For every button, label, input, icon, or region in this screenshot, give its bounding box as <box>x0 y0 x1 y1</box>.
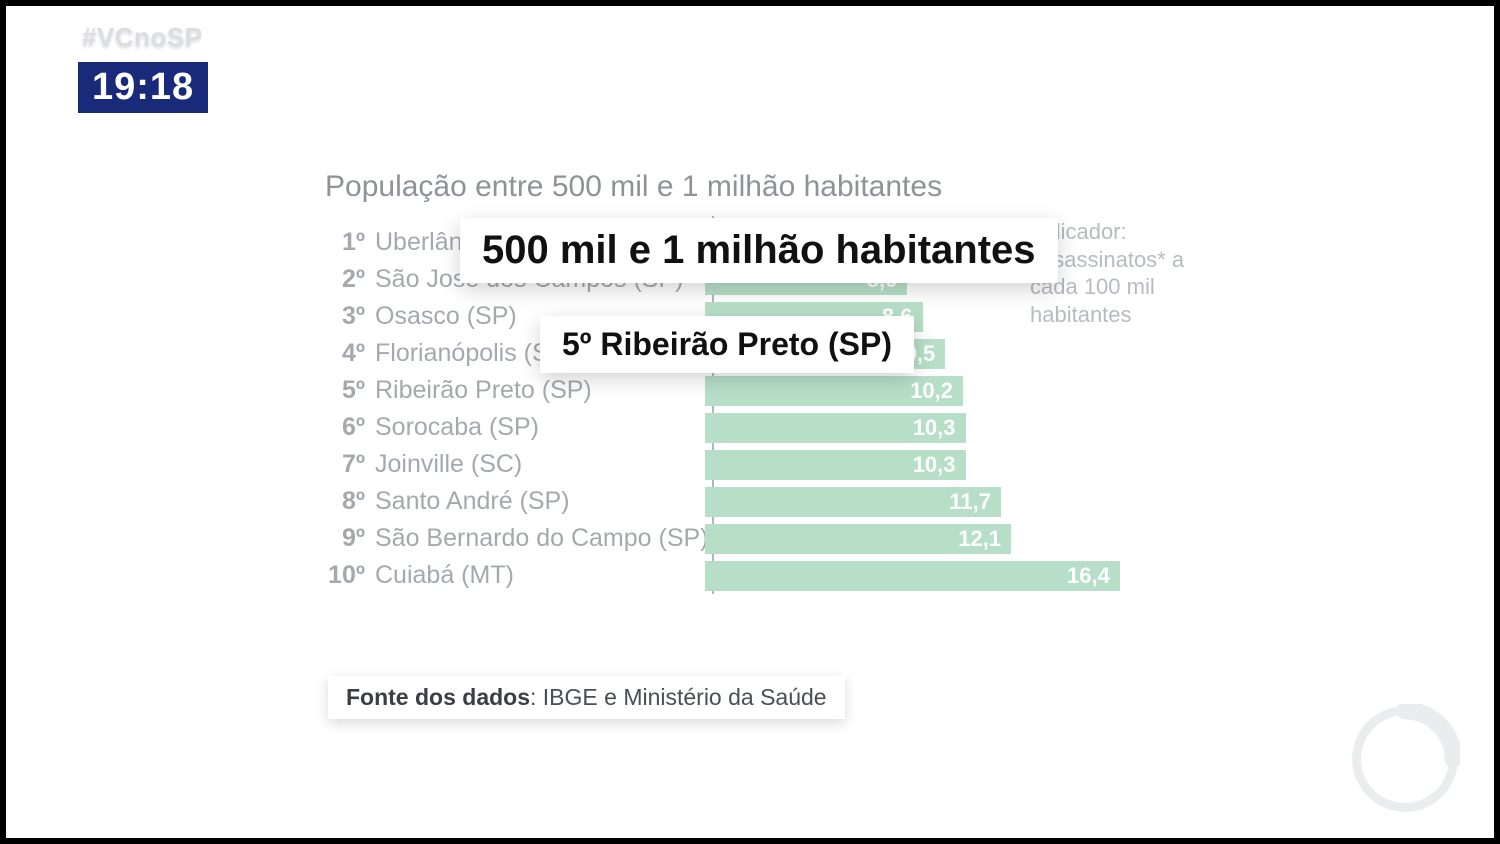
rank-label: 5º <box>325 376 369 405</box>
bar: 11,7 <box>705 487 1001 517</box>
chart-row: 6ºSorocaba (SP)10,3 <box>325 409 1225 446</box>
city-label: Sorocaba (SP) <box>369 413 705 442</box>
rank-label: 4º <box>325 339 369 368</box>
rank-label: 8º <box>325 487 369 516</box>
rank-label: 7º <box>325 450 369 479</box>
chart-title: População entre 500 mil e 1 milhão habit… <box>325 170 1225 204</box>
bar-zone: 12,1 <box>705 524 1135 554</box>
source-label: Fonte dos dados <box>346 684 530 710</box>
network-logo-icon <box>1350 704 1460 814</box>
city-label: São Bernardo do Campo (SP) <box>369 524 705 553</box>
bar-zone: 10,2 <box>705 376 1135 406</box>
chart-row: 10ºCuiabá (MT)16,4 <box>325 557 1225 594</box>
source-box: Fonte dos dados: IBGE e Ministério da Sa… <box>328 676 845 719</box>
source-text: IBGE e Ministério da Saúde <box>543 684 827 710</box>
rank-label: 6º <box>325 413 369 442</box>
clock-overlay: 19:18 <box>78 62 208 113</box>
city-label: Ribeirão Preto (SP) <box>369 376 705 405</box>
bar: 10,2 <box>705 376 963 406</box>
hashtag-overlay: #VCnoSP <box>82 22 203 53</box>
bar: 10,3 <box>705 450 966 480</box>
bar: 10,3 <box>705 413 966 443</box>
bar-zone: 11,7 <box>705 487 1135 517</box>
bar: 12,1 <box>705 524 1011 554</box>
city-label: Santo André (SP) <box>369 487 705 516</box>
callout-population-range: 500 mil e 1 milhão habitantes <box>460 218 1058 283</box>
bar-zone: 10,3 <box>705 450 1135 480</box>
chart-row: 5ºRibeirão Preto (SP)10,2 <box>325 372 1225 409</box>
chart-row: 9ºSão Bernardo do Campo (SP)12,1 <box>325 520 1225 557</box>
city-label: Joinville (SC) <box>369 450 705 479</box>
source-separator: : <box>530 684 543 710</box>
rank-label: 3º <box>325 302 369 331</box>
rank-label: 10º <box>325 561 369 590</box>
rank-label: 1º <box>325 228 369 257</box>
bar-zone: 16,4 <box>705 561 1135 591</box>
callout-ribeirao-preto: 5º Ribeirão Preto (SP) <box>540 316 914 373</box>
chart-row: 7ºJoinville (SC)10,3 <box>325 446 1225 483</box>
rank-label: 2º <box>325 265 369 294</box>
chart-row: 8ºSanto André (SP)11,7 <box>325 483 1225 520</box>
bar: 16,4 <box>705 561 1120 591</box>
rank-label: 9º <box>325 524 369 553</box>
bar-zone: 10,3 <box>705 413 1135 443</box>
city-label: Cuiabá (MT) <box>369 561 705 590</box>
